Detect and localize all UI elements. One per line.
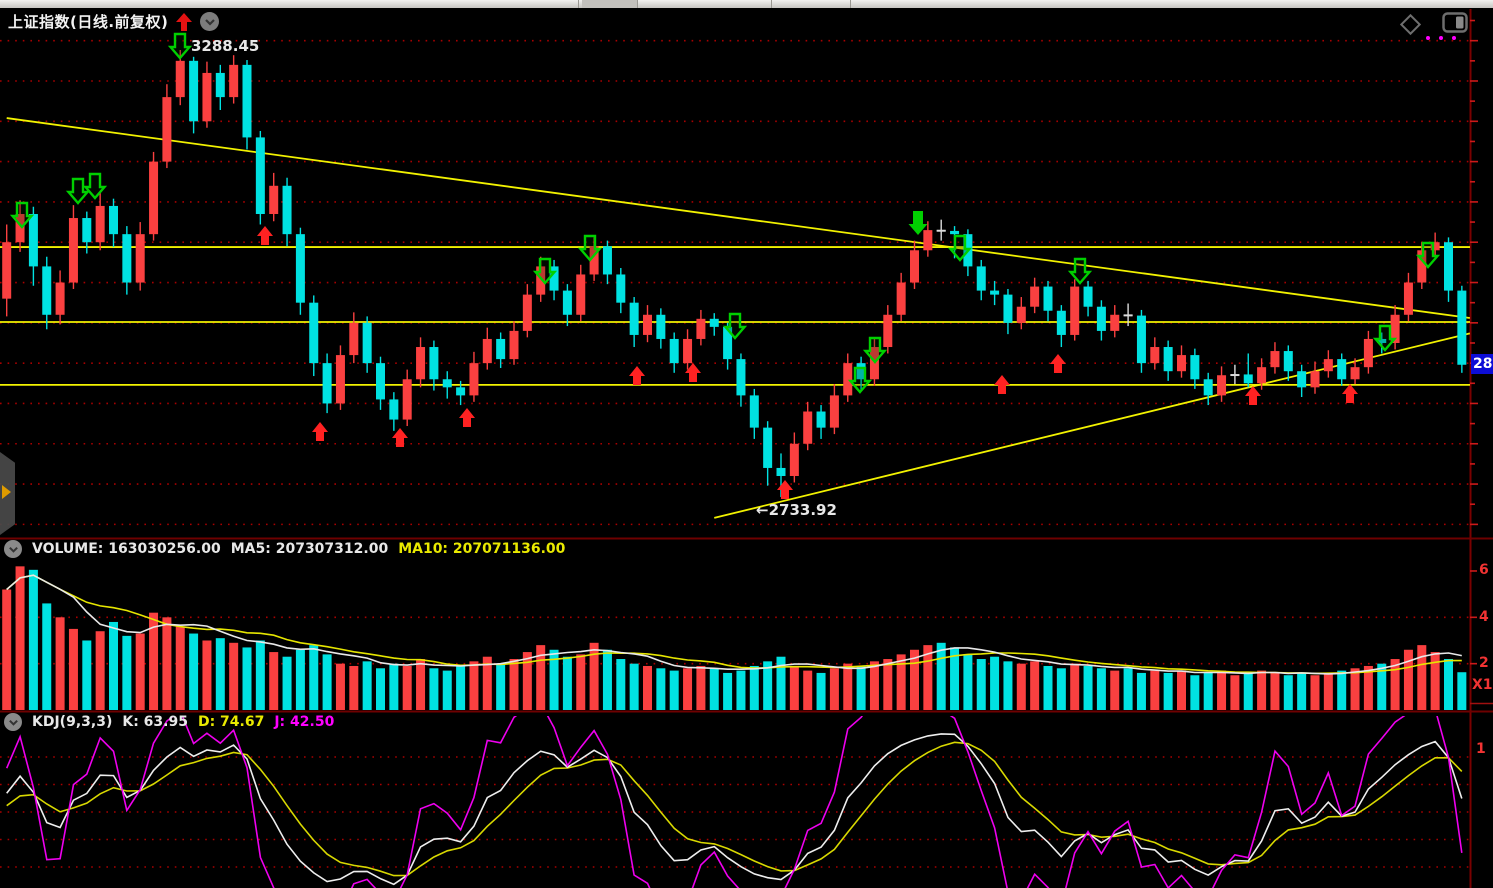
signal-arrows-group bbox=[9, 32, 1441, 499]
buy-signal-arrow bbox=[994, 375, 1010, 394]
strip-divider bbox=[850, 0, 851, 8]
current-price-badge: 2898 bbox=[1471, 354, 1493, 374]
pane-separators bbox=[0, 537, 1493, 713]
strip-segment bbox=[582, 0, 637, 8]
sell-signal-arrow-outline bbox=[947, 234, 973, 262]
strip-divider bbox=[578, 0, 579, 8]
sell-signal-arrow-outline bbox=[1067, 257, 1093, 285]
expand-right-icon bbox=[2, 485, 11, 499]
volume-bars-group bbox=[2, 566, 1467, 710]
buy-signal-arrow bbox=[312, 422, 328, 441]
kdj-k-label: K: 63.95 bbox=[122, 714, 188, 730]
volume-axis-label-2: 2 bbox=[1479, 655, 1489, 671]
sell-signal-arrow-outline bbox=[65, 177, 91, 205]
sell-signal-arrow-outline bbox=[862, 336, 888, 364]
chart-title: 上证指数(日线.前复权) bbox=[8, 13, 169, 31]
volume-ma10-label: MA10: 207071136.00 bbox=[398, 541, 566, 557]
magenta-dot bbox=[1439, 36, 1443, 40]
buy-signal-arrow bbox=[392, 428, 408, 447]
sidebar-flyout-handle[interactable] bbox=[0, 452, 15, 535]
trendlines bbox=[0, 117, 1471, 519]
magenta-dot bbox=[1426, 36, 1430, 40]
kdj-axis-label-100: 1 bbox=[1476, 741, 1486, 757]
trend-up-arrow-icon bbox=[176, 12, 193, 31]
buy-signal-arrow bbox=[1245, 386, 1261, 405]
magenta-dot bbox=[1452, 36, 1456, 40]
volume-pane-header: VOLUME: 163030256.00 MA5: 207307312.00 M… bbox=[4, 540, 565, 558]
chart-title-bar: 上证指数(日线.前复权) bbox=[8, 11, 220, 32]
sell-signal-arrow-outline bbox=[577, 234, 603, 262]
volume-ma-lines bbox=[6, 574, 1462, 675]
kdj-lines-group bbox=[5, 716, 1463, 888]
sell-signal-arrow-outline bbox=[82, 172, 108, 200]
trough-price-label: ←2733.92 bbox=[756, 501, 837, 519]
buy-signal-arrow bbox=[629, 366, 645, 385]
sell-signal-arrow-outline bbox=[9, 201, 35, 229]
kdj-pane-header: KDJ(9,3,3) K: 63.95 D: 74.67 J: 42.50 bbox=[4, 713, 334, 731]
volume-value-label: VOLUME: 163030256.00 bbox=[32, 541, 221, 557]
price-gridlines bbox=[0, 39, 1470, 526]
sell-signal-arrow-outline bbox=[847, 366, 873, 394]
strip-divider bbox=[771, 0, 772, 8]
buy-signal-arrow bbox=[777, 480, 793, 499]
kdj-gridlines bbox=[0, 756, 1470, 868]
volume-gridlines bbox=[0, 570, 1477, 665]
panel-toggle-icon[interactable] bbox=[1442, 12, 1468, 37]
peak-price-label: 3288.45 bbox=[191, 37, 260, 55]
candles-group bbox=[2, 49, 1467, 498]
collapse-volume-chevron-icon[interactable] bbox=[4, 540, 22, 558]
volume-unit-label: X1 bbox=[1472, 677, 1493, 693]
current-price-value: 2898 bbox=[1473, 356, 1493, 372]
buy-signal-arrow bbox=[257, 226, 273, 245]
collapse-kdj-chevron-icon[interactable] bbox=[4, 713, 22, 731]
kdj-d-label: D: 74.67 bbox=[197, 714, 265, 730]
volume-axis-label-6: 6 bbox=[1479, 562, 1489, 578]
buy-signal-arrow bbox=[685, 363, 701, 382]
sell-signal-arrow-outline bbox=[722, 312, 748, 340]
buy-signal-arrow bbox=[1342, 384, 1358, 403]
volume-ma5-label: MA5: 207307312.00 bbox=[230, 541, 389, 557]
sell-signal-arrow-outline bbox=[1415, 241, 1441, 269]
sell-signal-arrow-outline bbox=[1372, 324, 1398, 352]
buy-signal-arrow bbox=[459, 408, 475, 427]
collapse-main-chevron-icon[interactable] bbox=[200, 12, 220, 31]
diamond-icon[interactable] bbox=[1399, 13, 1422, 40]
volume-axis-label-4: 4 bbox=[1479, 609, 1489, 625]
sell-signal-arrow-outline bbox=[532, 257, 558, 285]
sell-signal-arrow-solid bbox=[908, 211, 928, 235]
sell-signal-arrow-outline bbox=[167, 32, 193, 60]
window-top-strip bbox=[0, 0, 1493, 8]
kdj-j-label: J: 42.50 bbox=[274, 714, 335, 730]
buy-signal-arrow bbox=[1050, 354, 1066, 373]
strip-divider bbox=[637, 0, 638, 8]
kdj-title: KDJ(9,3,3) bbox=[32, 714, 113, 730]
